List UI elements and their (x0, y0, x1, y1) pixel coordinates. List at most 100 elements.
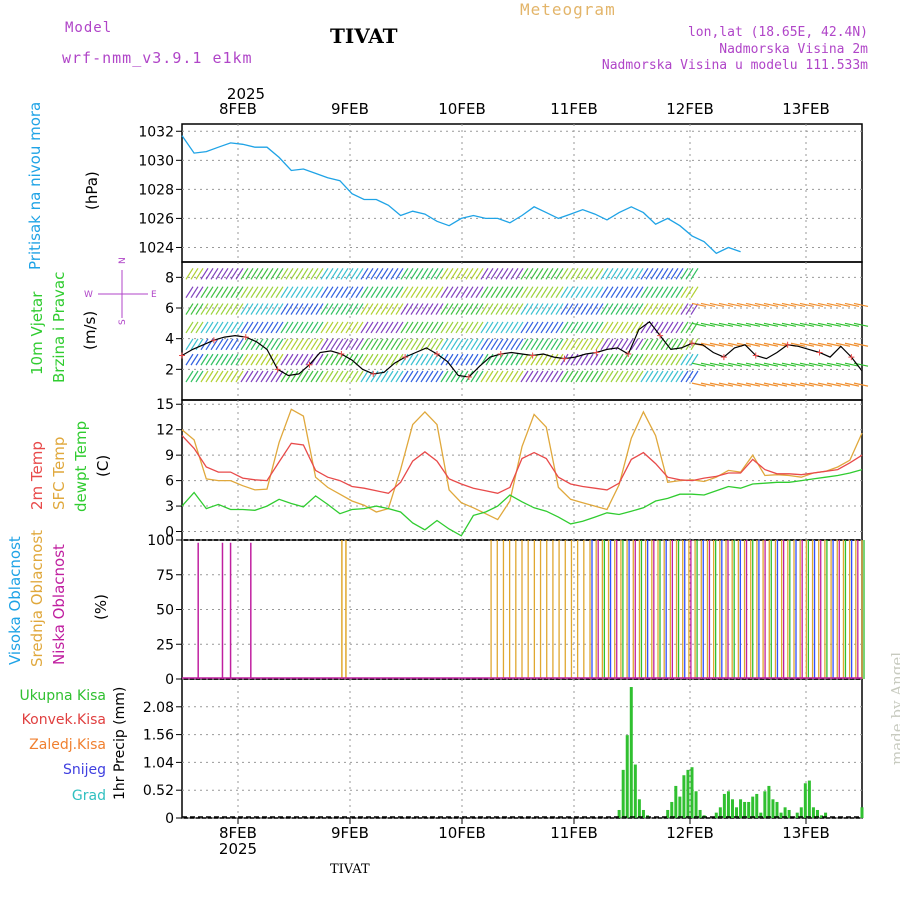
wind-barb (580, 353, 589, 366)
wind-barb (640, 303, 649, 315)
wind-barb (460, 286, 469, 298)
wind-barb (415, 267, 424, 280)
wind-barb (495, 321, 504, 334)
wind-gust-marker (402, 354, 409, 361)
wind-barb (685, 286, 694, 298)
wind-barb (555, 267, 564, 280)
wind-barb (235, 321, 244, 334)
wind-barb (600, 321, 609, 334)
precip-bar (690, 767, 694, 818)
wind-barb (370, 321, 379, 334)
wind-barb (395, 338, 404, 351)
precip-bar (811, 807, 815, 818)
wind-barb (275, 338, 284, 351)
wind-barb (310, 286, 319, 298)
wind-barb (300, 286, 309, 298)
wind-barb (220, 303, 229, 315)
precip-bar (686, 769, 690, 818)
wind-barb (200, 303, 209, 315)
wind-barb (295, 353, 304, 366)
day-label-top: 11FEB (550, 100, 597, 118)
wind-barb (405, 286, 414, 298)
wind-arrow (826, 382, 842, 387)
wind-barb (295, 303, 304, 315)
wind-barb (435, 321, 444, 334)
wind-barb (680, 267, 689, 280)
wind-arrow (727, 322, 743, 327)
wind-barb (380, 338, 389, 351)
wind-barb (560, 338, 569, 351)
wind-barb (525, 321, 534, 334)
wind-barb (265, 267, 274, 280)
wind-barb (470, 370, 479, 383)
wind-barb (600, 370, 609, 383)
wind-barb (480, 321, 489, 334)
wind-barb (270, 321, 279, 334)
wind-arrow (790, 322, 806, 327)
wind-barb (505, 303, 514, 315)
wind-barb (560, 286, 569, 298)
wind-barb (515, 286, 524, 298)
wind-barb (655, 353, 664, 366)
wind-barb (655, 267, 664, 280)
wind-barb (625, 303, 634, 315)
wind-barb (645, 286, 654, 298)
wind-barb (610, 267, 619, 280)
wind-arrow (745, 342, 761, 347)
wind-barb (430, 370, 439, 383)
wind-barb (445, 370, 454, 383)
wind-barb (290, 338, 299, 351)
wind-barb (570, 370, 579, 383)
wind-barb (510, 370, 519, 383)
wind-barb (365, 353, 374, 366)
wind-barb (195, 321, 204, 334)
wind-barb (555, 286, 564, 298)
wind-barb (500, 267, 509, 280)
wind-barb (220, 353, 229, 366)
wind-barb (240, 286, 249, 298)
wind-arrow (790, 302, 806, 307)
wind-barb (545, 321, 554, 334)
wind-barb (370, 303, 379, 315)
wind-barb (495, 303, 504, 315)
precip-bar (633, 764, 637, 818)
wind-barb (610, 321, 619, 334)
wind-barb (245, 321, 254, 334)
wind-barb (655, 303, 664, 315)
wind-barb (380, 321, 389, 334)
wind-barb (555, 303, 564, 315)
precip-bar (747, 801, 751, 818)
wind-barb (395, 267, 404, 280)
wind-barb (535, 353, 544, 366)
wind-barb (585, 370, 594, 383)
model-label: Model (65, 20, 113, 36)
wind-barb (265, 321, 274, 334)
wind-barb (310, 338, 319, 351)
wind-barb (580, 321, 589, 334)
wind-barb (335, 370, 344, 383)
wind-barb (685, 370, 694, 383)
wind-barb (660, 286, 669, 298)
wind-barb (350, 321, 359, 334)
wind-arrow (799, 302, 815, 307)
wind-barb (580, 338, 589, 351)
precip-ytick-label: 1.56 (143, 728, 174, 744)
wind-barb (580, 370, 589, 383)
wind-barb (355, 370, 364, 383)
precip-legend-conv: Konvek.Kisa (22, 712, 106, 728)
wind-barb (625, 338, 634, 351)
wind-barb (350, 286, 359, 298)
wind-barb (650, 370, 659, 383)
wind-barb (490, 353, 499, 366)
wind-barb (435, 370, 444, 383)
wind-barb (510, 303, 519, 315)
wind-arrow (826, 362, 842, 367)
day-label-top: 13FEB (782, 100, 829, 118)
wind-barb (400, 338, 409, 351)
wind-barb (320, 338, 329, 351)
wind-barb (225, 303, 234, 315)
wind-barb (290, 303, 299, 315)
wind-barb (480, 303, 489, 315)
wind-barb (205, 370, 214, 383)
wind-barb (675, 286, 684, 298)
